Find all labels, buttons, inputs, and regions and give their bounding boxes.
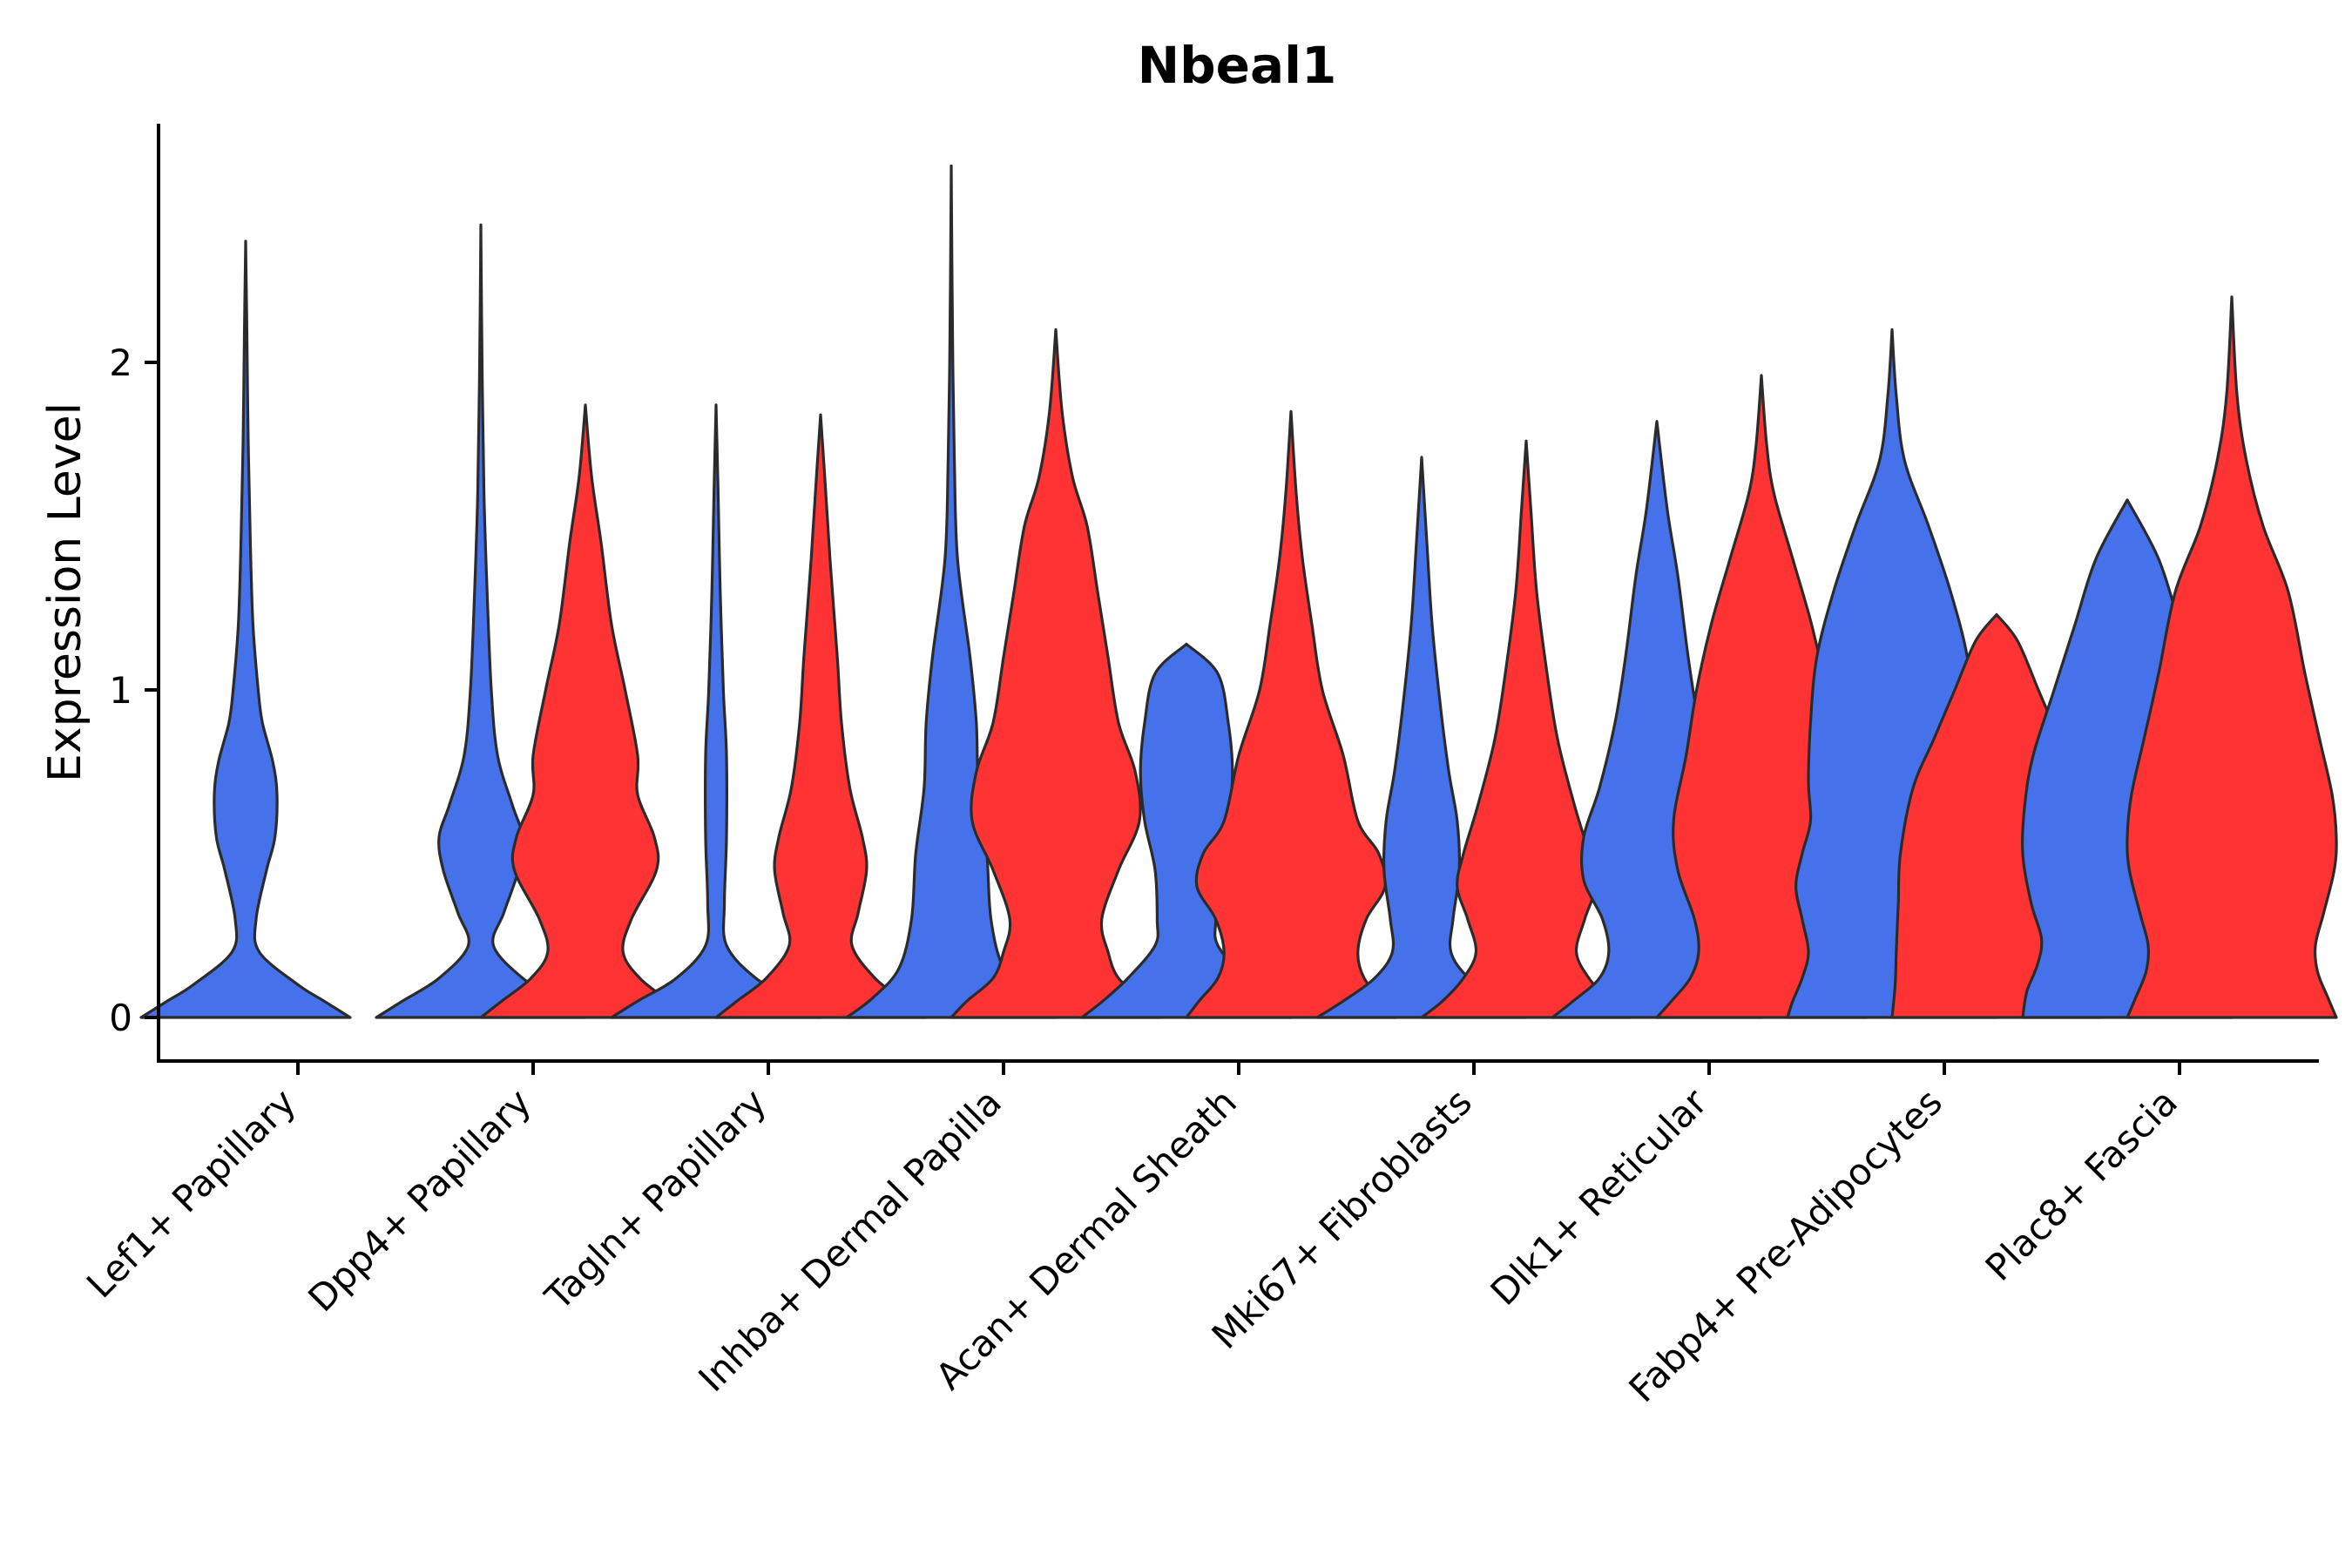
violin-group-b-4 [950,328,1162,1019]
violin-group-a-3 [610,403,822,1019]
x-category-label: Lef1+ Papillary [78,1080,304,1306]
x-category-label: Dpp4+ Papillary [300,1080,539,1320]
y-tick-label: 1 [109,669,132,712]
x-category-label: Plac8+ Fascia [1977,1080,2186,1288]
violin-group-b-3 [714,413,927,1019]
violin-group-a-6 [1315,456,1528,1019]
y-axis-label: Expression Level [39,402,91,782]
chart-title: Nbeal1 [1138,36,1337,95]
y-tick-label: 0 [109,997,132,1039]
violin-group-b-2 [479,403,692,1019]
violin-group-b-5 [1185,409,1397,1019]
violin-group-a-5 [1080,642,1293,1019]
violin-group-a-1 [139,240,352,1019]
y-tick-label: 2 [109,341,132,384]
violins-layer [139,164,2338,1019]
x-category-label: Dlk1+ Reticular [1483,1080,1716,1314]
x-category-label: Mki67+ Fibroblasts [1204,1080,1480,1356]
violin-group-b-9 [2126,295,2338,1019]
y-axis: 0 1 2 [109,124,160,1061]
x-category-label: Tagln+ Papillary [537,1080,774,1318]
violin-group-b-6 [1420,439,1632,1019]
